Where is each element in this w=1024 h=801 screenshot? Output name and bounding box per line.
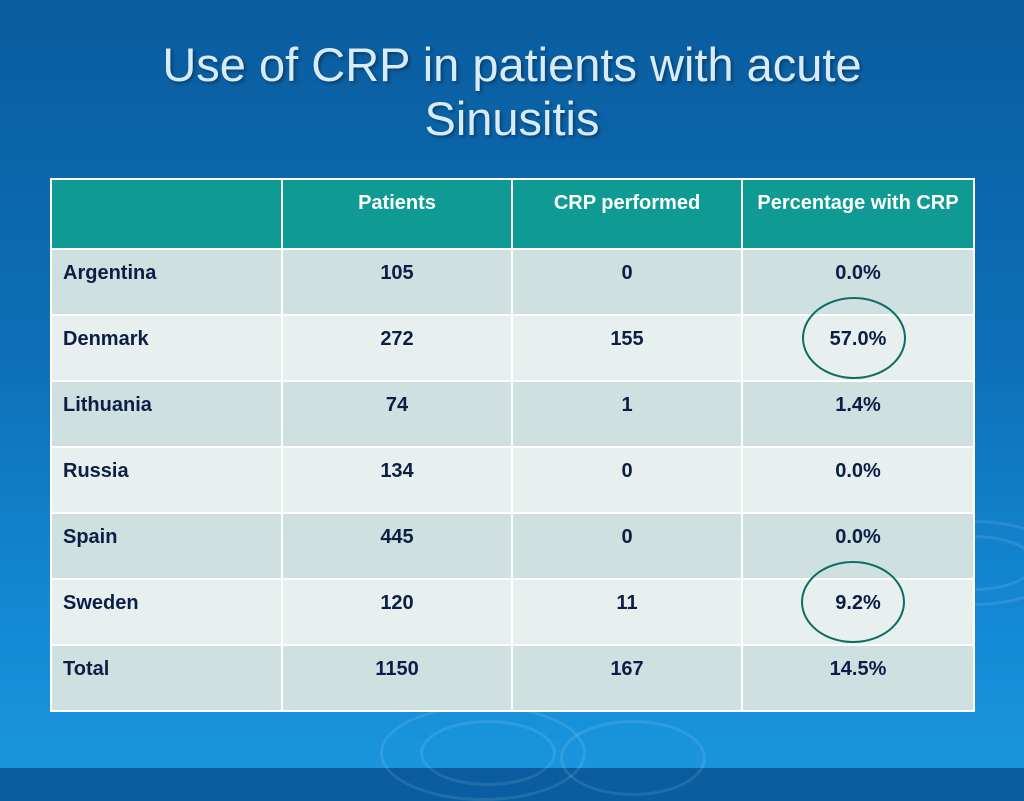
country-cell: Denmark [50,314,283,382]
slide-title-line-2: Sinusitis [424,92,600,145]
header-patients: Patients [281,178,513,250]
country-cell: Argentina [50,248,283,316]
crp-cell: 0 [511,512,743,580]
header-country [50,178,283,250]
patients-cell: 134 [281,446,513,514]
percentage-cell: 0.0% [741,446,975,514]
crp-table: Patients CRP performed Percentage with C… [50,178,975,712]
table-row: Argentina 105 0 0.0% [50,248,975,316]
highlight-circle [801,297,906,379]
patients-cell: 445 [281,512,513,580]
table-row: Spain 445 0 0.0% [50,512,975,580]
table-row: Total 1150 167 14.5% [50,644,975,712]
crp-cell: 155 [511,314,743,382]
country-cell: Lithuania [50,380,283,448]
table-row: Lithuania 74 1 1.4% [50,380,975,448]
crp-cell: 0 [511,248,743,316]
header-percentage: Percentage with CRP [741,178,975,250]
crp-cell: 1 [511,380,743,448]
slide-title: Use of CRP in patients with acute Sinusi… [0,38,1024,146]
country-cell: Russia [50,446,283,514]
percentage-value: 57.0% [801,297,906,379]
table-row: Sweden 120 11 9.2% [50,561,975,646]
patients-cell: 105 [281,248,513,316]
patients-cell: 120 [281,578,513,646]
percentage-cell: 1.4% [741,380,975,448]
slide-title-line-1: Use of CRP in patients with acute [162,38,862,91]
table-row: Russia 134 0 0.0% [50,446,975,514]
crp-cell: 11 [511,578,743,646]
table-header-row: Patients CRP performed Percentage with C… [50,178,975,250]
patients-cell: 74 [281,380,513,448]
patients-cell: 272 [281,314,513,382]
header-crp-performed: CRP performed [511,178,743,250]
percentage-cell: 14.5% [741,644,975,712]
patients-cell: 1150 [281,644,513,712]
ripple-decoration [420,720,556,786]
table-row: Denmark 272 155 57.0% [50,297,975,382]
highlight-circle [801,561,906,643]
ripple-decoration [560,720,706,796]
country-cell: Spain [50,512,283,580]
percentage-cell: 9.2% [741,561,975,646]
country-cell: Total [50,644,283,712]
percentage-cell: 57.0% [741,297,975,382]
percentage-value: 9.2% [801,561,906,643]
crp-cell: 167 [511,644,743,712]
crp-cell: 0 [511,446,743,514]
country-cell: Sweden [50,578,283,646]
